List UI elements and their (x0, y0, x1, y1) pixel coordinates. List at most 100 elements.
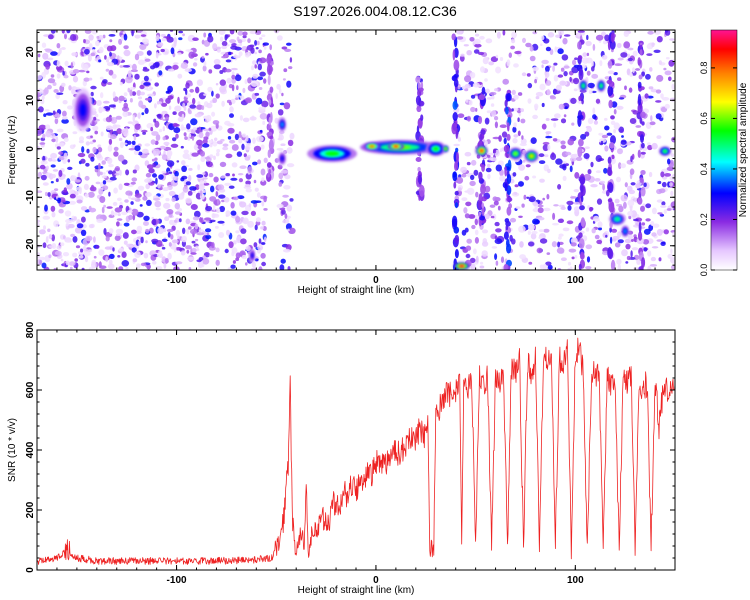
speckle-blob (96, 100, 102, 106)
speckle-blob (255, 217, 261, 223)
speckle-blob (178, 37, 183, 41)
speckle-blob (67, 105, 73, 110)
speckle-blob (111, 73, 117, 79)
speckle-blob (166, 150, 173, 157)
speckle-blob (163, 262, 167, 269)
speckle-blob (470, 263, 476, 270)
speckle-blob (65, 260, 70, 266)
speckle-blob (477, 51, 485, 56)
speckle-blob (545, 261, 552, 266)
speckle-blob (287, 139, 294, 147)
speckle-blob (484, 78, 488, 82)
speckle-blob (279, 102, 285, 106)
speckle-blob (647, 265, 652, 270)
speckle-blob (534, 79, 537, 84)
speckle-blob (145, 228, 150, 234)
speckle-blob (99, 196, 106, 203)
speckle-blob (635, 183, 641, 189)
speckle-blob (54, 118, 59, 125)
speckle-blob (39, 256, 46, 261)
speckle-blob (112, 247, 115, 252)
speckle-blob (556, 247, 565, 254)
speckle-blob (175, 229, 180, 237)
speckle-blob (157, 101, 162, 104)
speckle-blob (47, 78, 56, 84)
speckle-blob (560, 144, 567, 150)
speckle-blob (215, 83, 219, 86)
speckle-blob (72, 236, 78, 243)
speckle-blob (138, 151, 143, 156)
speckle-blob (39, 259, 42, 265)
speckle-blob (148, 85, 152, 90)
speckle-blob (661, 241, 666, 244)
speckle-blob (259, 71, 266, 77)
speckle-blob (575, 156, 583, 161)
speckle-blob (495, 54, 499, 59)
speckle-blob (204, 217, 212, 221)
speckle-blob (119, 141, 124, 149)
speckle-blob (629, 168, 635, 175)
speckle-blob (102, 180, 107, 185)
speckle-blob (191, 247, 197, 253)
speckle-blob (252, 137, 256, 144)
speckle-blob (63, 152, 68, 160)
speckle-blob (87, 191, 95, 198)
speckle-blob (123, 92, 128, 97)
speckle-blob (509, 217, 517, 223)
speckle-blob (287, 228, 290, 232)
speckle-blob (124, 199, 129, 203)
speckle-blob (72, 69, 80, 74)
speckle-blob (566, 200, 574, 206)
speckle-blob (107, 144, 113, 152)
speckle-blob (532, 175, 537, 179)
speckle-blob (513, 134, 519, 138)
speckle-blob (174, 105, 182, 112)
speckle-blob (43, 113, 47, 117)
speckle-blob (197, 164, 201, 171)
speckle-blob (583, 153, 590, 159)
colorbar-tick-label: 0.4 (699, 163, 709, 176)
speckle-blob (123, 102, 128, 109)
streak-blob (477, 116, 483, 124)
speckle-blob (587, 117, 594, 125)
streak-blob (451, 215, 458, 228)
speckle-blob (474, 218, 478, 226)
speckle-blob (154, 157, 158, 161)
speckle-blob (288, 227, 296, 234)
speckle-blob (465, 201, 472, 207)
speckle-blob (658, 60, 663, 65)
speckle-blob (486, 97, 493, 100)
speckle-blob (180, 124, 184, 131)
streak-blob (637, 103, 643, 114)
speckle-blob (121, 251, 127, 258)
speckle-blob (51, 138, 56, 143)
speckle-blob (592, 107, 596, 115)
speckle-blob (181, 160, 186, 166)
speckle-blob (133, 149, 139, 155)
speckle-blob (616, 105, 624, 110)
speckle-blob (153, 197, 161, 201)
speckle-blob (73, 144, 76, 148)
speckle-blob (131, 30, 134, 37)
speckle-blob (65, 223, 69, 227)
speckle-blob (502, 30, 506, 36)
speckle-blob (142, 68, 150, 72)
speckle-blob (180, 177, 185, 182)
speckle-blob (532, 218, 540, 225)
speckle-blob (121, 211, 128, 216)
speckle-blob (96, 35, 100, 39)
speckle-blob (84, 30, 92, 34)
speckle-blob (101, 175, 107, 179)
speckle-blob (224, 248, 229, 254)
speckle-blob (559, 80, 567, 86)
speckle-blob (134, 164, 140, 172)
speckle-blob (244, 156, 251, 161)
speckle-blob (649, 67, 653, 72)
speckle-blob (241, 210, 249, 216)
speckle-blob (65, 218, 73, 224)
streak-blob (268, 116, 272, 126)
speckle-blob (154, 61, 160, 67)
spectrogram-ylabel: Frequency (Hz) (7, 116, 18, 185)
speckle-blob (196, 232, 204, 236)
spectral-feature (479, 149, 484, 153)
